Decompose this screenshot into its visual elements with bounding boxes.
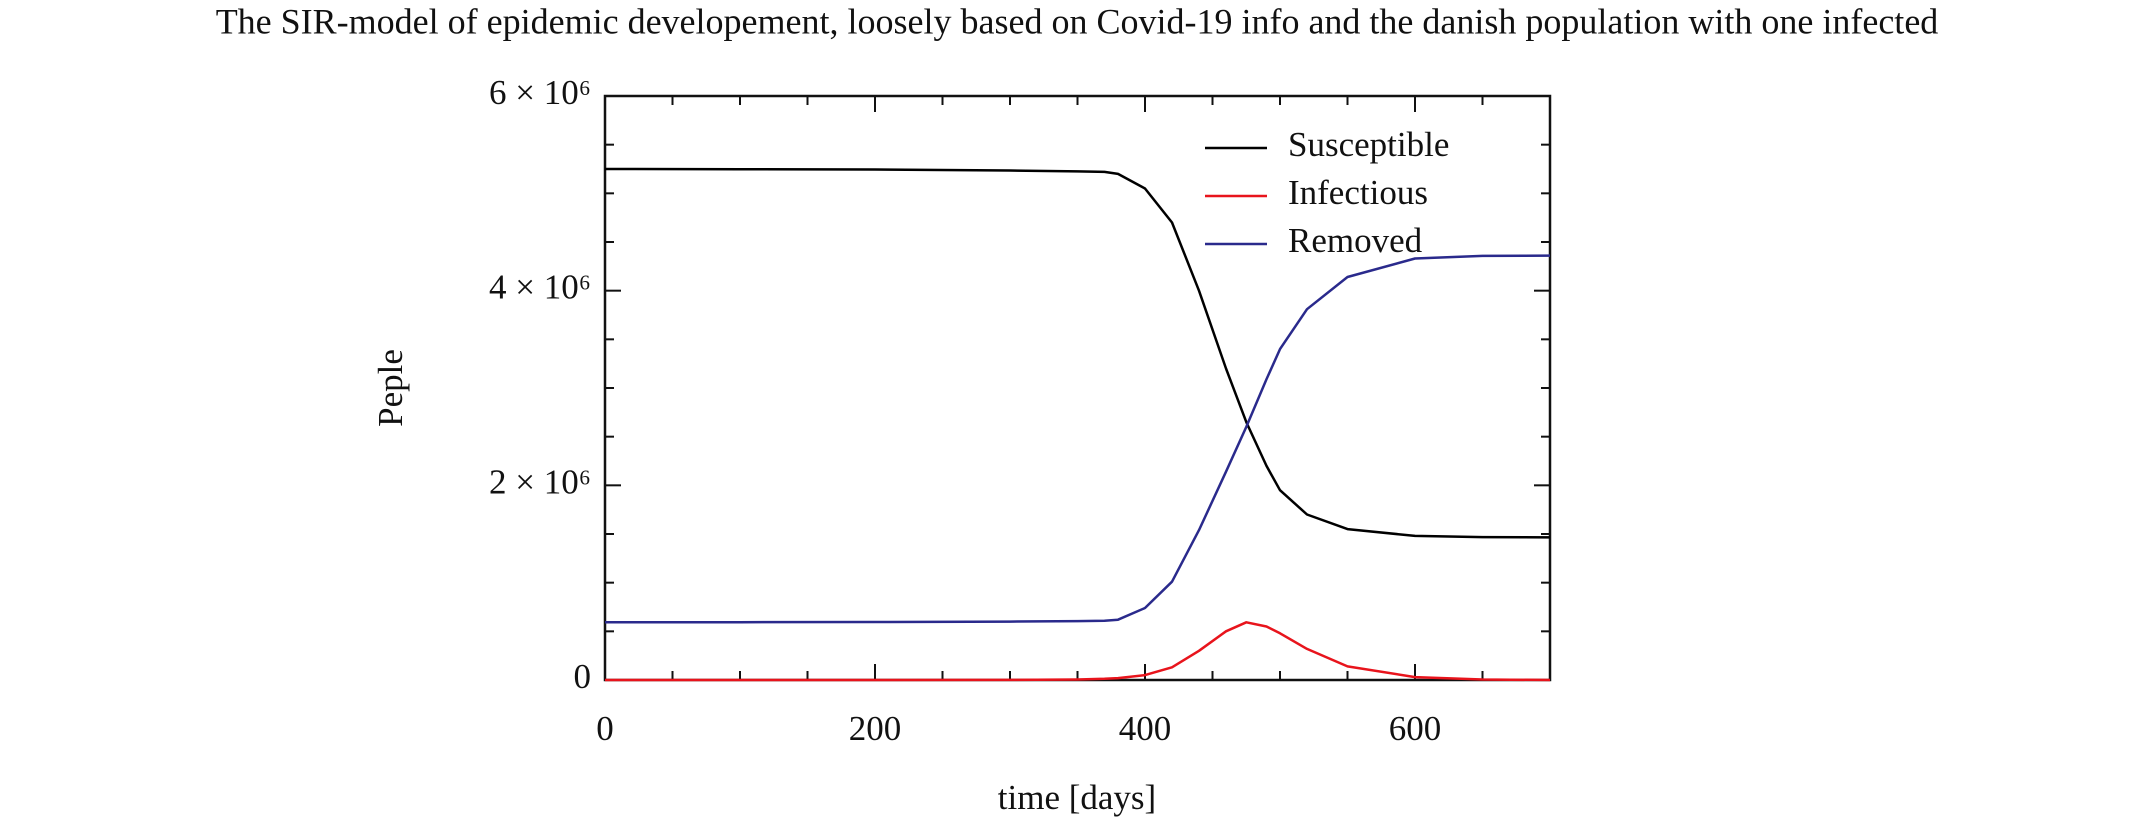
series-line (604, 254, 1551, 624)
x-axis-label: time [days] (998, 778, 1156, 817)
legend-label: Removed (1288, 221, 1423, 260)
y-tick-label: 2 × 10⁶ (489, 462, 591, 501)
y-tick-label: 6 × 10⁶ (489, 73, 591, 112)
x-tick-label: 600 (1389, 709, 1442, 748)
chart-title: The SIR-model of epidemic developement, … (216, 1, 1939, 41)
x-tick-label: 0 (596, 709, 614, 748)
y-axis-label: Peple (371, 349, 410, 427)
series-line (605, 621, 1551, 682)
legend-label: Susceptible (1288, 125, 1449, 164)
series-line (604, 167, 1551, 539)
x-tick-label: 400 (1119, 709, 1172, 748)
x-tick-label: 200 (849, 709, 902, 748)
y-tick-label: 0 (574, 657, 592, 696)
legend-label: Infectious (1288, 173, 1428, 212)
y-tick-label: 4 × 10⁶ (489, 268, 591, 307)
